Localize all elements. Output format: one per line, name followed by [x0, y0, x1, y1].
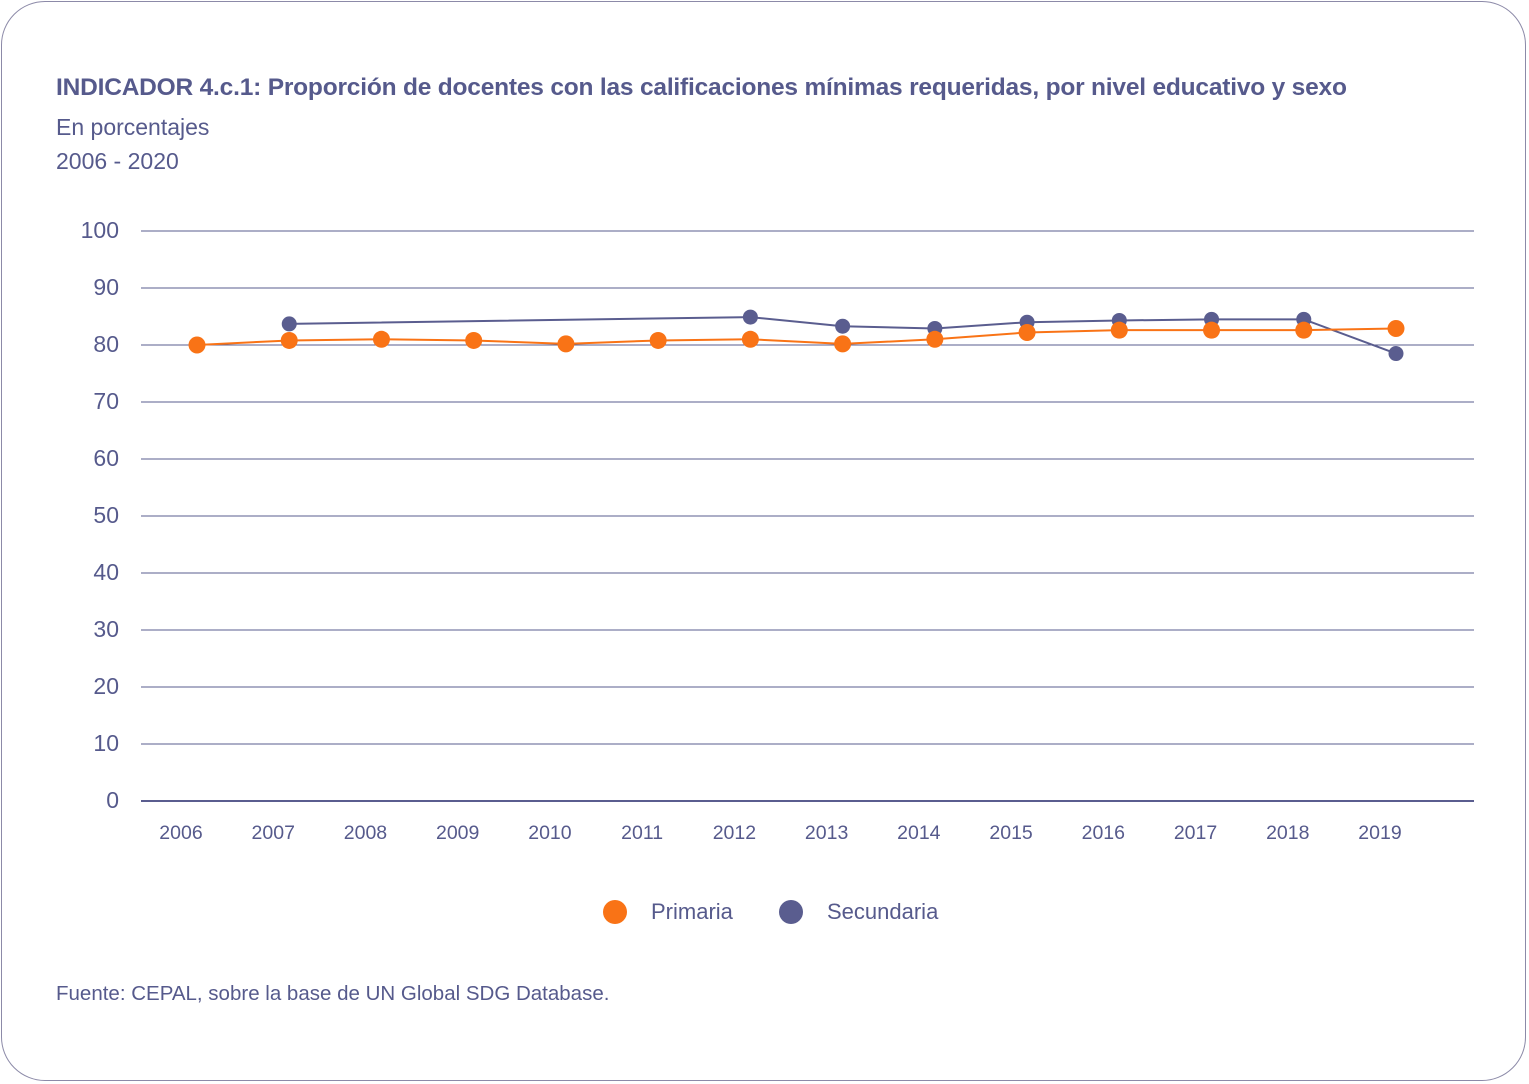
legend-marker-primaria	[603, 900, 627, 924]
y-tick-label: 90	[93, 274, 119, 300]
y-tick-label: 0	[106, 787, 119, 813]
legend-item-secundaria[interactable]: Secundaria	[779, 896, 938, 928]
chart-legend: Primaria Secundaria	[0, 896, 1529, 928]
data-point-primaria-2010[interactable]	[557, 335, 575, 353]
data-point-primaria-2017[interactable]	[1203, 321, 1221, 339]
y-tick-label: 100	[81, 217, 119, 243]
legend-item-primaria[interactable]: Primaria	[603, 896, 733, 928]
data-point-primaria-2006[interactable]	[188, 336, 206, 354]
data-point-primaria-2007[interactable]	[280, 331, 298, 349]
x-tick-label: 2010	[528, 822, 572, 844]
y-tick-label: 10	[93, 730, 119, 756]
chart-subtitle: En porcentajes	[56, 114, 210, 140]
chart-title: INDICADOR 4.c.1: Proporción de docentes …	[56, 74, 1347, 101]
x-tick-label: 2015	[989, 822, 1033, 844]
data-point-primaria-2013[interactable]	[834, 335, 852, 353]
x-tick-label: 2017	[1174, 822, 1217, 844]
data-point-primaria-2012[interactable]	[741, 330, 759, 348]
y-tick-label: 20	[93, 673, 119, 699]
x-tick-label: 2011	[621, 822, 663, 844]
data-point-primaria-2008[interactable]	[372, 330, 390, 348]
y-tick-label: 70	[93, 388, 119, 414]
x-axis-ticks: 2006 2007 2008 2009 2010 2011 2012 2013 2014 2015…	[159, 822, 1401, 844]
x-tick-label: 2019	[1358, 822, 1401, 844]
y-tick-label: 40	[93, 559, 119, 585]
x-tick-label: 2006	[159, 822, 202, 844]
data-point-secundaria-2007[interactable]	[281, 316, 297, 332]
legend-marker-secundaria	[779, 900, 803, 924]
y-tick-label: 50	[93, 502, 119, 528]
y-tick-label: 80	[93, 331, 119, 357]
legend-label-secundaria: Secundaria	[827, 899, 939, 924]
y-tick-label: 30	[93, 616, 119, 642]
series-primaria	[188, 319, 1405, 354]
data-point-primaria-2009[interactable]	[465, 331, 483, 349]
data-point-secundaria-2013[interactable]	[835, 318, 851, 334]
x-tick-label: 2014	[897, 822, 941, 844]
x-tick-label: 2016	[1082, 822, 1125, 844]
data-point-primaria-2011[interactable]	[649, 331, 667, 349]
data-point-primaria-2015[interactable]	[1018, 323, 1036, 341]
data-point-primaria-2019[interactable]	[1387, 319, 1405, 337]
data-point-primaria-2016[interactable]	[1110, 321, 1128, 339]
legend-label-primaria: Primaria	[651, 899, 733, 924]
x-tick-label: 2018	[1266, 822, 1309, 844]
series-layer	[188, 309, 1405, 362]
x-tick-label: 2013	[805, 822, 848, 844]
data-point-primaria-2014[interactable]	[926, 330, 944, 348]
chart-period: 2006 - 2020	[56, 148, 179, 174]
source-note: Fuente: CEPAL, sobre la base de UN Globa…	[56, 982, 610, 1005]
y-tick-label: 60	[93, 445, 119, 471]
series-line-primaria	[196, 327, 1397, 346]
series-secundaria	[281, 309, 1404, 362]
data-point-secundaria-2012[interactable]	[742, 309, 758, 325]
x-tick-label: 2009	[436, 822, 479, 844]
data-point-secundaria-2019[interactable]	[1388, 346, 1404, 362]
y-axis-ticks: 0 10 20 30 40 50 60 70 80 90 100	[81, 217, 119, 813]
x-tick-label: 2008	[344, 822, 387, 844]
data-point-primaria-2018[interactable]	[1295, 321, 1313, 339]
x-tick-label: 2007	[252, 822, 295, 844]
x-tick-label: 2012	[713, 822, 756, 844]
grid-layer	[141, 230, 1474, 802]
